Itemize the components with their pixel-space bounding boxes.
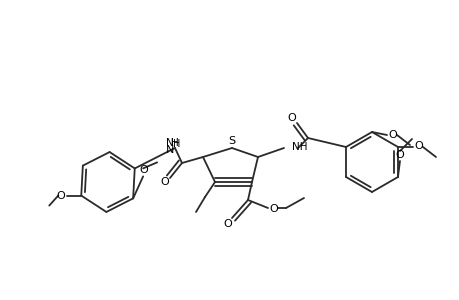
Text: O: O	[223, 219, 232, 229]
Text: O: O	[140, 165, 148, 176]
Text: O: O	[395, 150, 403, 160]
Text: NH: NH	[291, 142, 307, 152]
Text: O: O	[388, 130, 397, 140]
Text: N: N	[165, 145, 174, 155]
Text: N: N	[166, 138, 174, 148]
Text: H: H	[173, 139, 180, 149]
Text: O: O	[414, 141, 422, 151]
Text: O: O	[287, 113, 296, 123]
Text: O: O	[269, 204, 278, 214]
Text: O: O	[57, 190, 66, 201]
Text: O: O	[160, 177, 169, 187]
Text: H: H	[171, 138, 179, 148]
Text: S: S	[228, 136, 235, 146]
